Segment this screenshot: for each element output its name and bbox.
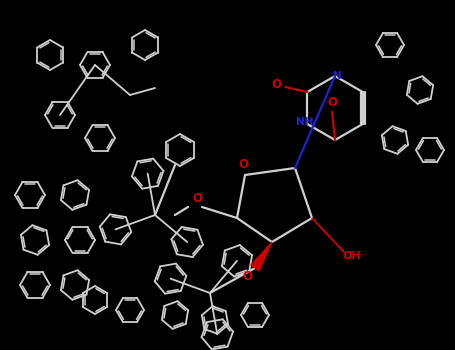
Text: OH: OH [343, 251, 361, 261]
Polygon shape [251, 242, 272, 271]
Text: N: N [333, 71, 341, 81]
Text: NH: NH [296, 117, 313, 127]
Text: O: O [242, 270, 252, 282]
Text: O: O [192, 191, 202, 204]
Polygon shape [312, 218, 344, 252]
Text: O: O [271, 78, 281, 91]
Text: O: O [327, 97, 337, 110]
Text: O: O [238, 159, 248, 172]
